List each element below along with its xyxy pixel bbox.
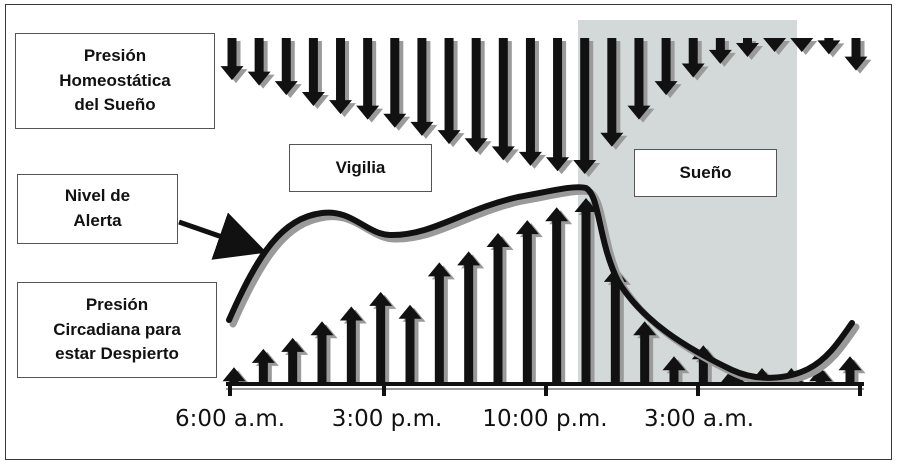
homeostatic-arrow-17 <box>654 38 678 96</box>
figure-frame <box>5 4 892 460</box>
circadian-arrow-13 <box>574 198 598 382</box>
homeostatic-arrow-21 <box>763 38 787 52</box>
time-label-3pm: 3:00 p.m. <box>331 406 443 432</box>
homeostatic-arrow-18 <box>681 38 705 78</box>
circadian-pressure-label: Presión Circadiana para estar Despierto <box>17 282 217 378</box>
circadian-arrow-6 <box>369 291 393 382</box>
circadian-arrow-8 <box>427 262 451 382</box>
circadian-arrow-16 <box>662 356 686 382</box>
circadian-arrow-22 <box>838 356 862 382</box>
homeostatic-arrow-20 <box>735 38 759 58</box>
alertness-curve <box>226 184 855 381</box>
circadian-arrow-15 <box>633 321 657 382</box>
sleep-label: Sueño <box>634 149 777 197</box>
homeostatic-arrow-5 <box>329 38 353 115</box>
homeostatic-arrow-1 <box>220 38 244 81</box>
homeostatic-arrow-8 <box>410 38 434 136</box>
circadian-arrow-1 <box>222 367 246 382</box>
circadian-arrow-5 <box>339 306 363 382</box>
circadian-arrow-4 <box>310 321 334 382</box>
homeostatic-arrow-23 <box>817 38 841 55</box>
circadian-arrow-2 <box>251 348 275 382</box>
alertness-pointer-arrow <box>178 212 267 260</box>
circadian-arrow-12 <box>545 207 569 382</box>
homeostatic-arrow-14 <box>573 38 597 174</box>
homeostatic-arrow-9 <box>437 38 461 145</box>
homeostatic-arrow-19 <box>708 38 732 64</box>
circadian-arrow-10 <box>486 232 510 382</box>
homeostatic-arrow-7 <box>383 38 407 128</box>
homeostatic-arrow-22 <box>790 38 814 52</box>
circadian-arrow-11 <box>515 220 539 382</box>
homeostatic-arrow-24 <box>844 38 868 71</box>
homeostatic-arrow-10 <box>464 38 488 153</box>
homeostatic-arrow-11 <box>491 38 515 161</box>
homeostatic-arrow-4 <box>301 38 325 106</box>
circadian-arrow-7 <box>398 304 422 382</box>
homeostatic-arrow-6 <box>356 38 380 120</box>
alertness-level-label: Nivel de Alerta <box>17 174 178 244</box>
homeostatic-arrow-16 <box>627 38 651 120</box>
circadian-arrow-14 <box>603 267 627 382</box>
homeostatic-arrow-13 <box>546 38 570 172</box>
time-label-3am: 3:00 a.m. <box>643 406 755 432</box>
circadian-arrow-9 <box>457 251 481 382</box>
homeostatic-arrow-3 <box>274 38 298 96</box>
homeostatic-arrow-12 <box>518 38 542 166</box>
homeostatic-arrow-2 <box>247 38 271 86</box>
time-label-6am: 6:00 a.m. <box>174 406 286 432</box>
circadian-arrow-21 <box>809 367 833 382</box>
homeostatic-pressure-label: Presión Homeostática del Sueño <box>15 33 215 129</box>
circadian-arrow-3 <box>281 337 305 382</box>
homeostatic-arrows <box>220 38 872 177</box>
wake-label: Vigilia <box>289 144 432 192</box>
time-label-10pm: 10:00 p.m. <box>482 406 608 432</box>
homeostatic-arrow-15 <box>600 38 624 147</box>
